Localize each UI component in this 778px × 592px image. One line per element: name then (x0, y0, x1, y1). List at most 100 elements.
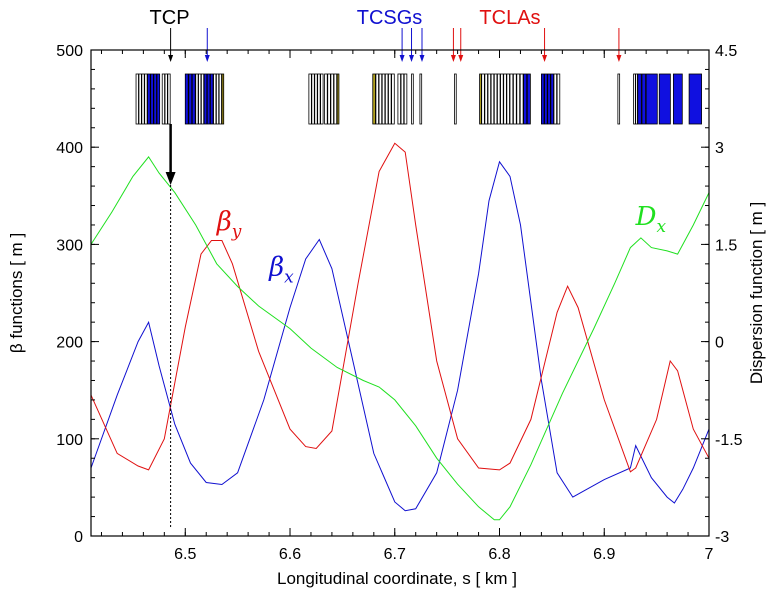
collimator-block (167, 73, 171, 125)
x-tick-label: 6.9 (593, 546, 615, 563)
collimator-block (333, 73, 338, 125)
collimator-block (164, 73, 168, 125)
collimator-block (516, 73, 521, 125)
collimator-block (200, 73, 205, 125)
y-right-tick-label: 3 (715, 140, 724, 157)
collimator-block (381, 73, 386, 125)
marker-arrow-head (204, 55, 210, 62)
collimator-block (144, 73, 148, 125)
collimator-block (330, 73, 334, 125)
collimator-block (512, 73, 517, 125)
plot-frame (90, 49, 710, 537)
collimator-block (635, 73, 638, 125)
marker-arrow-head (419, 55, 425, 62)
top-label-tclas: TCLAs (479, 7, 540, 29)
y-left-tick-label: 200 (56, 335, 83, 352)
collimator-block (384, 73, 389, 125)
collimator-block (210, 73, 214, 125)
y-right-tick-label: -1.5 (715, 432, 743, 449)
y-left-tick-label: 500 (56, 43, 83, 60)
collimator-block (544, 73, 548, 125)
collimator-block (311, 73, 315, 125)
y-right-tick-label: -3 (715, 529, 729, 546)
collimator-block (324, 73, 328, 125)
collimator-block (198, 73, 202, 125)
collimator-block (388, 73, 392, 125)
y-right-tick-label: 4.5 (715, 43, 737, 60)
collimator-block (153, 73, 157, 125)
collimator-block (327, 73, 331, 125)
collimator-block (500, 73, 504, 125)
series-label-beta_x: βx (268, 253, 294, 288)
collimator-block (403, 73, 408, 125)
series-line-beta_x (90, 160, 710, 512)
collimator-block (637, 73, 642, 125)
collimator-block (138, 73, 142, 125)
collimator-block (454, 73, 457, 125)
series-line-D_x (90, 156, 710, 521)
y-left-tick-label: 300 (56, 237, 83, 254)
collimator-block (672, 73, 683, 125)
collimator-block (188, 73, 193, 125)
y-left-tick-label: 400 (56, 140, 83, 157)
collimator-block (547, 73, 551, 125)
collimator-block (550, 73, 554, 125)
series-label-beta_y: βy (216, 207, 242, 242)
collimator-block (141, 73, 145, 125)
x-tick-label: 7 (705, 546, 714, 563)
collimator-block (493, 73, 498, 125)
top-label-tcsgs: TCSGs (357, 7, 423, 29)
collimator-block (645, 73, 658, 125)
collimator-block (378, 73, 383, 125)
collimator-block (484, 73, 488, 125)
collimator-block (419, 73, 423, 125)
collimator-block (308, 73, 312, 125)
collimator-block (221, 73, 225, 125)
y-axis-left-title: β functions [ m ] (7, 233, 26, 353)
marker-arrow-head (458, 55, 464, 62)
collimator-block (195, 73, 199, 125)
collimator-block (479, 73, 482, 125)
collimator-block (481, 73, 485, 125)
collimator-block (203, 73, 208, 125)
collimator-block (156, 73, 161, 125)
x-tick-label: 6.8 (488, 546, 510, 563)
marker-arrow-head (542, 55, 548, 62)
top-label-tcp: TCP (150, 7, 190, 29)
collimator-block (400, 73, 405, 125)
collimator-block (526, 73, 531, 125)
tcp-bold-arrow-head (165, 172, 176, 185)
marker-arrow-head (168, 55, 174, 62)
collimator-layout (135, 73, 702, 125)
collimator-block (553, 73, 558, 125)
collimator-block (556, 73, 561, 125)
collimator-block (617, 73, 621, 125)
y-right-tick-label: 0 (715, 335, 724, 352)
collimator-block (314, 73, 318, 125)
y-axis-right-title: Dispersion function [ m ] (747, 202, 766, 384)
series-label-D_x: Dx (635, 202, 667, 237)
collimator-block (375, 73, 379, 125)
series-line-beta_y (90, 142, 710, 473)
collimator-block (215, 73, 220, 125)
collimator-block (161, 73, 166, 125)
collimator-block (487, 73, 492, 125)
collimator-block (147, 73, 151, 125)
collimator-block (135, 73, 139, 125)
y-left-tick-label: 0 (74, 529, 83, 546)
x-tick-label: 6.5 (174, 546, 196, 563)
collimator-block (633, 73, 636, 125)
marker-arrow-head (616, 55, 622, 62)
collimator-block (191, 73, 196, 125)
x-tick-label: 6.7 (384, 546, 406, 563)
collimator-block (658, 73, 671, 125)
collimator-block (213, 73, 217, 125)
collimator-block (541, 73, 545, 125)
collimator-block (320, 73, 324, 125)
collimator-block (641, 73, 646, 125)
collimator-block (688, 73, 702, 125)
collimator-block (497, 73, 501, 125)
y-right-tick-label: 1.5 (715, 237, 737, 254)
